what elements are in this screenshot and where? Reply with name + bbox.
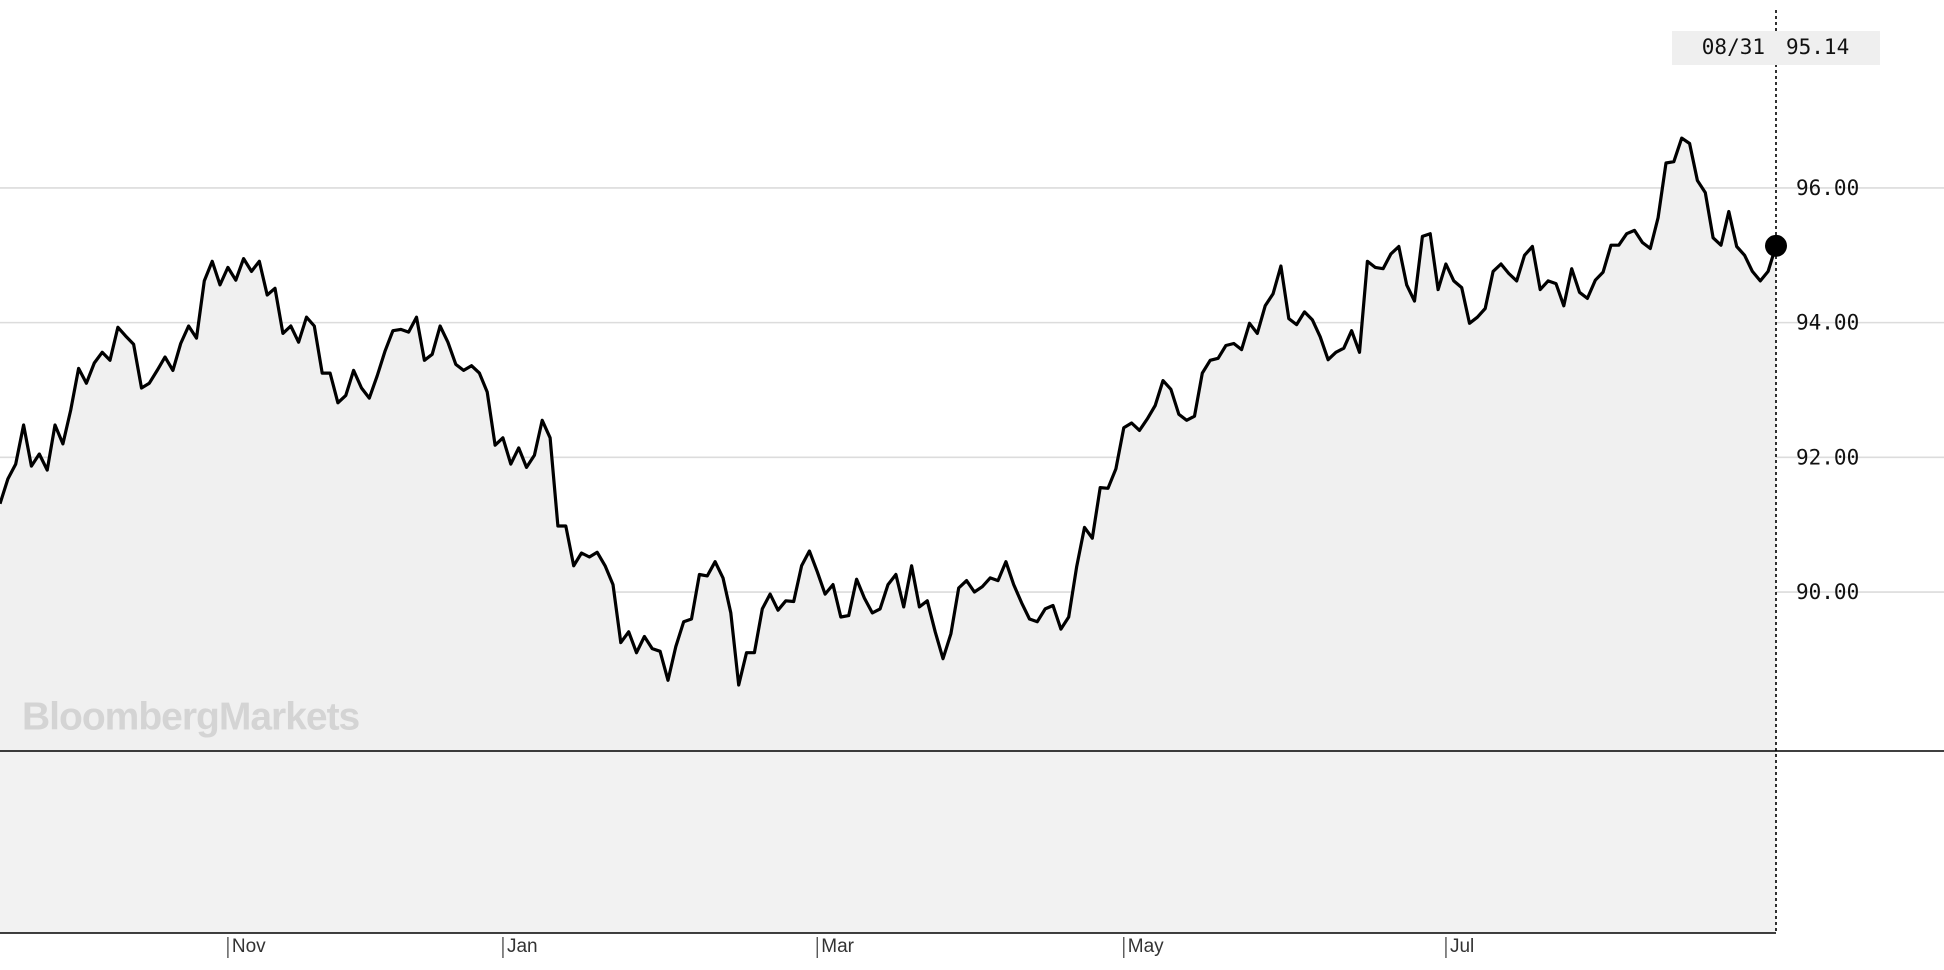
y-tick-label: 90.00	[1796, 580, 1859, 604]
lower-panel	[0, 751, 1776, 933]
x-tick-label: Jul	[1450, 936, 1474, 957]
tooltip-box	[1672, 31, 1880, 65]
tooltip-date: 08/31	[1702, 35, 1765, 59]
price-line	[0, 136, 1778, 687]
x-tick-label: Nov	[232, 936, 266, 957]
x-tick-label: May	[1128, 936, 1164, 957]
watermark: BloombergMarkets	[22, 695, 360, 738]
area	[0, 138, 1776, 752]
x-tick-label: Jan	[507, 936, 538, 957]
y-tick-label: 94.00	[1796, 311, 1859, 335]
last-point	[1765, 234, 1787, 257]
y-tick-label: 92.00	[1796, 445, 1859, 469]
x-tick-label: Mar	[821, 936, 854, 957]
tooltip-value: 95.14	[1786, 35, 1849, 59]
y-tick-label: 96.00	[1796, 176, 1859, 200]
